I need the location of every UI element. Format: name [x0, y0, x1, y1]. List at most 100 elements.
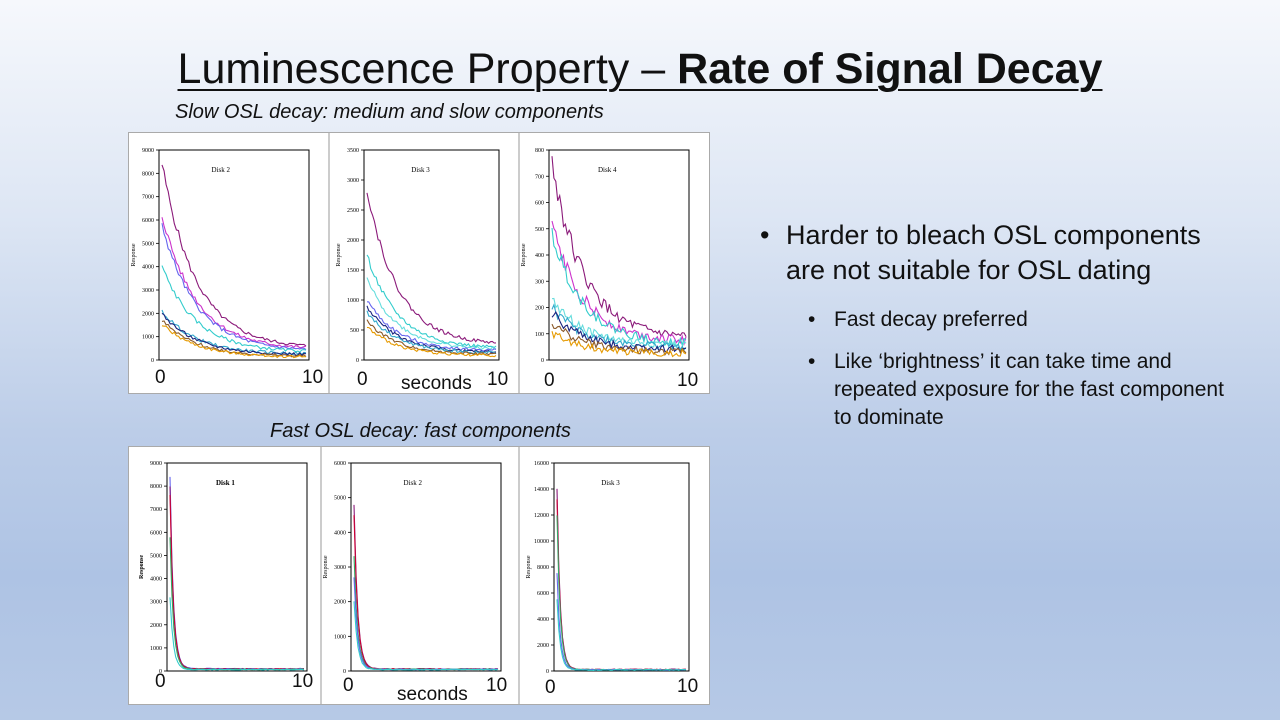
plot-frame	[166, 462, 308, 672]
decay-series-4	[169, 537, 305, 671]
y-tick-label: 2000	[347, 238, 359, 244]
bullet-sub-2: Like ‘brightness’ it can take time and r…	[808, 348, 1230, 432]
y-tick-label: 9000	[142, 148, 154, 154]
y-tick-label: 700	[535, 174, 544, 180]
decay-series-5	[366, 305, 497, 354]
y-axis-label: Response	[323, 555, 329, 578]
decay-series-2	[161, 217, 307, 349]
y-axis-label: Response	[521, 243, 527, 266]
decay-series-6	[551, 311, 687, 354]
y-tick-label: 0	[159, 669, 162, 675]
slow-decay-subtitle: Slow OSL decay: medium and slow componen…	[175, 101, 604, 123]
y-tick-label: 12000	[534, 513, 549, 519]
plot-frame	[553, 462, 690, 672]
bullet-list: Harder to bleach OSL components are not …	[760, 218, 1230, 432]
title-regular: Luminescence Property –	[177, 45, 678, 93]
chart-1: Disk 3 0 500 1000 1500 2000 2500 3000 3500 Respon…	[336, 148, 500, 364]
y-tick-label: 300	[535, 279, 544, 285]
decay-series-7	[366, 319, 496, 356]
y-tick-label: 8000	[142, 171, 154, 177]
y-tick-label: 5000	[142, 241, 154, 247]
decay-series-4	[161, 265, 307, 353]
decay-series-1	[551, 156, 687, 338]
y-tick-label: 6000	[334, 461, 346, 467]
y-tick-label: 6000	[537, 591, 549, 597]
decay-series-1	[353, 504, 499, 670]
decay-series-4	[353, 577, 499, 671]
y-tick-label: 2000	[150, 623, 162, 629]
y-axis-label: Response	[526, 555, 532, 578]
y-tick-label: 8000	[150, 484, 162, 490]
x-end-label: 10	[302, 367, 323, 388]
y-tick-label: 1000	[150, 646, 162, 652]
y-tick-label: 4000	[142, 265, 154, 271]
label-backdrop	[357, 365, 517, 393]
decay-series-3	[353, 556, 499, 671]
decay-series-3	[366, 277, 497, 351]
decay-series-4	[366, 301, 497, 352]
decay-series-5	[551, 303, 687, 352]
x-start-label: 0	[357, 369, 368, 390]
decay-series-3	[169, 494, 305, 671]
fast-decay-subtitle: Fast OSL decay: fast components	[270, 420, 571, 442]
decay-series-8	[551, 331, 687, 358]
y-tick-label: 6000	[150, 530, 162, 536]
chart-2: Disk 4 0 100 200 300 400 500 600 700 800 Response	[521, 148, 690, 364]
x-start-label: 0	[545, 677, 556, 698]
y-tick-label: 3000	[150, 600, 162, 606]
decay-series-3	[161, 223, 307, 350]
y-tick-label: 6000	[142, 218, 154, 224]
y-tick-label: 0	[151, 358, 154, 364]
y-axis-label: Response	[131, 243, 137, 266]
x-start-label: 0	[155, 671, 166, 692]
y-tick-label: 0	[343, 669, 346, 675]
y-tick-label: 500	[350, 328, 359, 334]
chart-5: Disk 3 0 2000 4000 6000 8000 10000 12000 14000 16…	[526, 461, 690, 675]
chart-0: Disk 2 0 1000 2000 3000 4000 5000 6000 7000 8000 9…	[131, 148, 310, 364]
x-unit-label: seconds	[401, 373, 472, 393]
y-tick-label: 5000	[150, 553, 162, 559]
y-tick-label: 4000	[334, 530, 346, 536]
chart-title: Disk 1	[216, 479, 235, 487]
y-tick-label: 2000	[334, 600, 346, 606]
y-tick-label: 14000	[534, 487, 549, 493]
decay-series-3	[551, 227, 687, 347]
x-start-label: 0	[155, 367, 166, 388]
y-tick-label: 0	[541, 358, 544, 364]
chart-title: Disk 3	[601, 479, 620, 487]
plot-frame	[158, 149, 310, 361]
chart-3: Disk 1 0 1000 2000 3000 4000 5000 6000 7000 8000 9…	[139, 461, 308, 675]
y-tick-label: 5000	[334, 496, 346, 502]
y-tick-label: 600	[535, 201, 544, 207]
y-tick-label: 1500	[347, 268, 359, 274]
y-tick-label: 500	[535, 227, 544, 233]
decay-series-6	[366, 310, 497, 355]
y-tick-label: 100	[535, 332, 544, 338]
y-tick-label: 3000	[347, 178, 359, 184]
chart-4: Disk 2 0 1000 2000 3000 4000 5000 6000 Response	[323, 461, 502, 675]
decay-series-1	[556, 488, 687, 671]
y-tick-label: 800	[535, 148, 544, 154]
title-bold: Rate of Signal Decay	[677, 45, 1103, 93]
y-tick-label: 10000	[534, 539, 549, 545]
chart-title: Disk 2	[404, 479, 423, 487]
x-start-label: 0	[544, 370, 555, 391]
slide-title: Luminescence Property – Rate of Signal D…	[0, 44, 1280, 94]
decay-series-2	[551, 220, 687, 346]
y-tick-label: 2000	[537, 643, 549, 649]
y-tick-label: 4000	[537, 617, 549, 623]
decay-series-4	[556, 573, 687, 671]
x-end-label: 10	[292, 671, 313, 692]
decay-series-5	[556, 599, 687, 671]
y-tick-label: 1000	[334, 634, 346, 640]
bullet-main: Harder to bleach OSL components are not …	[760, 218, 1230, 288]
y-tick-label: 3500	[347, 148, 359, 154]
decay-series-5	[169, 597, 305, 671]
y-axis-label: Response	[139, 555, 145, 579]
y-tick-label: 8000	[537, 565, 549, 571]
decay-series-1	[161, 164, 307, 347]
decay-series-1	[366, 192, 497, 345]
y-tick-label: 3000	[334, 565, 346, 571]
y-tick-label: 400	[535, 253, 544, 259]
y-tick-label: 4000	[150, 577, 162, 583]
